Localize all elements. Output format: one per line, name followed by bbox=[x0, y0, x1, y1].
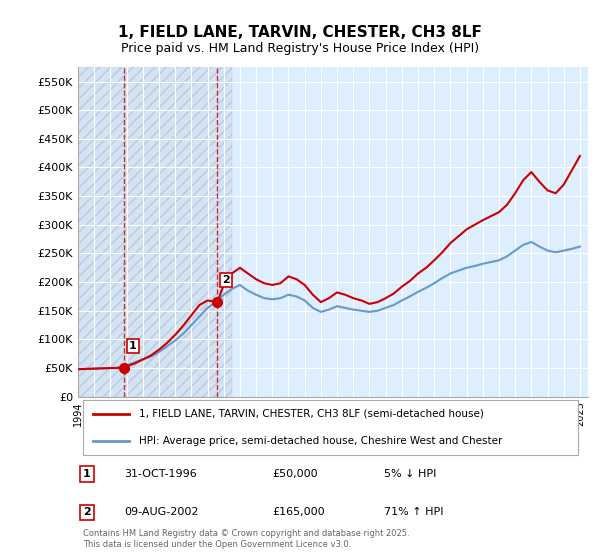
Text: 1: 1 bbox=[129, 341, 136, 351]
Text: 71% ↑ HPI: 71% ↑ HPI bbox=[384, 507, 443, 517]
Text: Price paid vs. HM Land Registry's House Price Index (HPI): Price paid vs. HM Land Registry's House … bbox=[121, 42, 479, 55]
FancyBboxPatch shape bbox=[83, 400, 578, 455]
Text: HPI: Average price, semi-detached house, Cheshire West and Chester: HPI: Average price, semi-detached house,… bbox=[139, 436, 503, 446]
Text: £165,000: £165,000 bbox=[272, 507, 325, 517]
Text: 31-OCT-1996: 31-OCT-1996 bbox=[124, 469, 197, 479]
Text: 1, FIELD LANE, TARVIN, CHESTER, CH3 8LF: 1, FIELD LANE, TARVIN, CHESTER, CH3 8LF bbox=[118, 25, 482, 40]
Text: 2: 2 bbox=[83, 507, 91, 517]
Text: 09-AUG-2002: 09-AUG-2002 bbox=[124, 507, 199, 517]
Text: 1: 1 bbox=[83, 469, 91, 479]
Text: 1, FIELD LANE, TARVIN, CHESTER, CH3 8LF (semi-detached house): 1, FIELD LANE, TARVIN, CHESTER, CH3 8LF … bbox=[139, 409, 484, 419]
Bar bbox=[78, 67, 232, 396]
Text: £50,000: £50,000 bbox=[272, 469, 317, 479]
Bar bbox=[78, 67, 232, 396]
Text: Contains HM Land Registry data © Crown copyright and database right 2025.
This d: Contains HM Land Registry data © Crown c… bbox=[83, 529, 410, 549]
Text: 5% ↓ HPI: 5% ↓ HPI bbox=[384, 469, 436, 479]
Text: 2: 2 bbox=[222, 275, 230, 285]
